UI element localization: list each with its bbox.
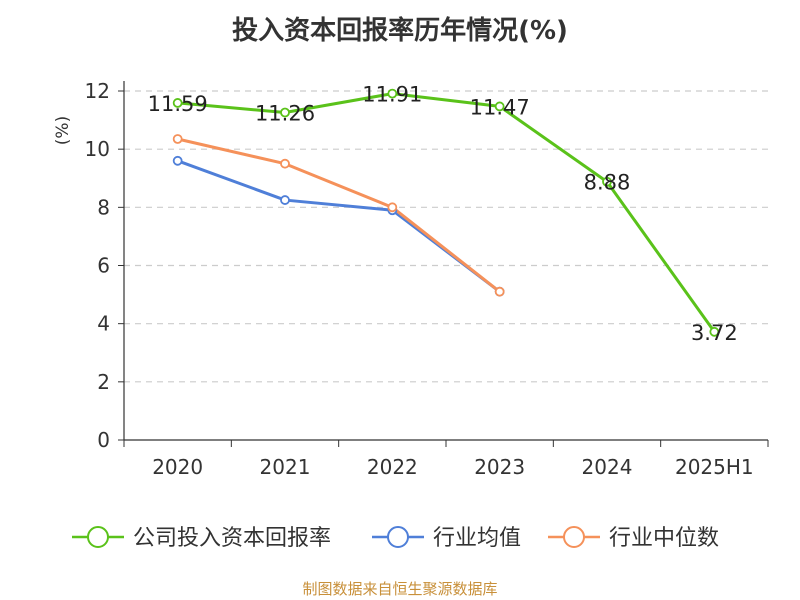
y-tick-label: 8 <box>97 195 110 219</box>
data-point <box>172 155 183 166</box>
data-point <box>602 176 612 187</box>
y-tick-label: 2 <box>97 370 110 394</box>
x-tick-label: 2020 <box>152 455 203 479</box>
legend-label: 行业中位数 <box>609 526 719 551</box>
legend-label: 公司投入资本回报率 <box>133 526 331 551</box>
data-point <box>172 98 183 108</box>
series-line <box>177 92 716 333</box>
legend: 公司投入资本回报率 行业均值 行业中位数 <box>72 526 719 551</box>
y-tick-label: 4 <box>97 312 110 336</box>
data-point <box>280 195 290 205</box>
legend-marker <box>563 526 585 548</box>
series-line <box>177 159 501 293</box>
legend-marker <box>387 526 409 548</box>
legend-label: 行业均值 <box>433 526 521 551</box>
data-label: 3.72 <box>691 321 738 345</box>
data-point <box>280 158 290 169</box>
series-lines <box>177 92 716 333</box>
data-labels: 11.59 11.26 11.91 11.47 8.88 3.72 <box>148 83 738 345</box>
y-tick-label: 12 <box>85 79 110 103</box>
grid-lines <box>124 90 768 383</box>
axes: 0 2 4 6 8 10 12 (%) 2020 2021 2022 2023 2024 2025H1 <box>53 79 769 479</box>
legend-marker <box>87 526 109 548</box>
data-label: 11.59 <box>148 92 208 116</box>
data-label: 8.88 <box>584 171 631 195</box>
y-tick-label: 10 <box>85 137 110 161</box>
data-point <box>387 88 398 99</box>
data-point <box>709 326 720 337</box>
source-note: 制图数据来自恒生聚源数据库 <box>302 580 498 598</box>
data-point <box>494 286 505 297</box>
data-label: 11.47 <box>470 95 530 119</box>
data-label: 11.91 <box>362 83 422 107</box>
x-tick-label: 2022 <box>367 455 418 479</box>
data-label: 11.26 <box>255 102 315 126</box>
x-tick-label: 2024 <box>582 455 633 479</box>
data-point <box>494 101 505 112</box>
data-point <box>172 134 183 144</box>
series-points <box>172 88 720 337</box>
data-point <box>387 202 398 213</box>
y-tick-label: 6 <box>97 254 110 278</box>
chart-title: 投入资本回报率历年情况(%) <box>232 16 568 46</box>
y-axis-label: (%) <box>53 116 73 145</box>
x-tick-label: 2021 <box>260 455 311 479</box>
x-tick-label: 2025H1 <box>675 455 754 479</box>
x-tick-label: 2023 <box>474 455 525 479</box>
data-point <box>280 107 290 118</box>
y-tick-label: 0 <box>97 428 110 452</box>
series-line <box>177 137 501 293</box>
